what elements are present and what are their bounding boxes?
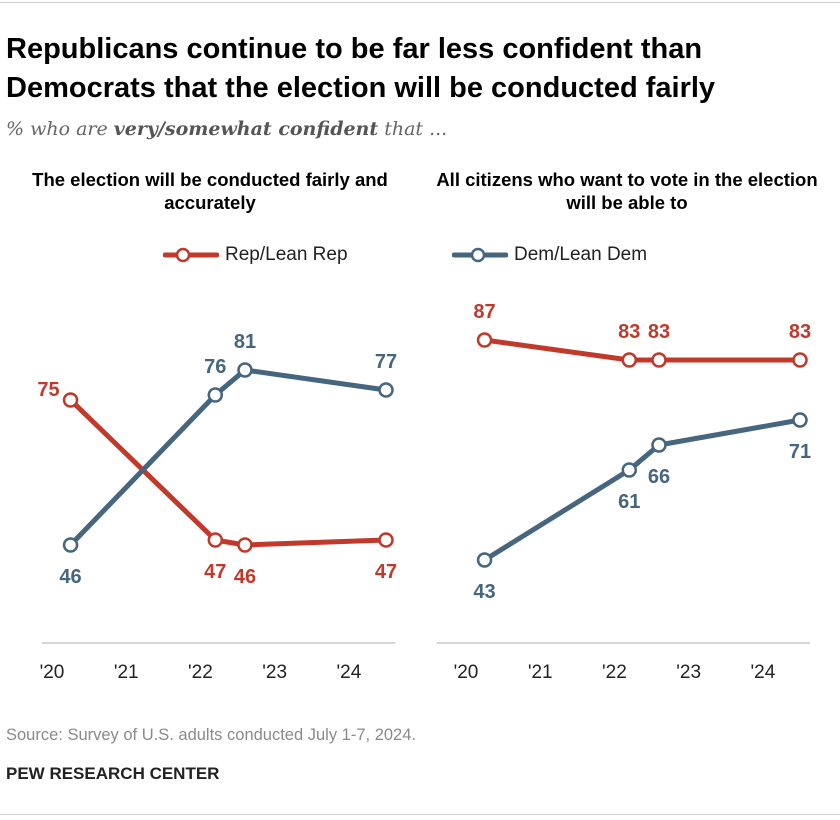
data-label-dem: 76 xyxy=(204,356,226,378)
series-line-dem xyxy=(482,417,803,563)
data-label-rep: 46 xyxy=(234,566,256,588)
x-tick-label: '23 xyxy=(676,662,701,683)
data-point-rep xyxy=(62,392,79,408)
data-label-rep: 87 xyxy=(473,301,495,323)
series-line-rep xyxy=(68,397,389,548)
data-label-rep: 83 xyxy=(648,321,670,343)
brand-label: PEW RESEARCH CENTER xyxy=(6,764,220,783)
x-tick-label: '24 xyxy=(337,662,362,683)
top-rule xyxy=(0,2,840,3)
x-tick-label: '20 xyxy=(454,662,479,683)
panel-title-able-to-vote: All citizens who want to vote in the ele… xyxy=(436,169,818,213)
x-tick-label: '24 xyxy=(751,662,776,683)
data-point-rep xyxy=(651,352,667,368)
x-tick-label: '23 xyxy=(262,662,287,683)
chart-panel-able-to-vote: '20 '21 '22 '23 '24 87 83 83 83 43 61 66 71 xyxy=(437,301,811,683)
data-label-rep: 75 xyxy=(37,379,59,401)
data-point-rep xyxy=(237,537,253,553)
data-label-dem: 46 xyxy=(59,566,81,588)
subtitle-emphasis: very/somewhat confident xyxy=(113,118,379,140)
legend-dem-marker-icon xyxy=(452,247,508,263)
series-line-dem xyxy=(68,367,389,548)
data-label-dem: 71 xyxy=(789,441,811,463)
data-point-rep xyxy=(378,532,394,548)
data-label-dem: 61 xyxy=(618,491,640,513)
data-point-dem xyxy=(476,552,493,568)
subtitle-prefix: % who are xyxy=(6,118,114,140)
legend-rep-label: Rep/Lean Rep xyxy=(225,244,348,265)
data-point-dem xyxy=(651,437,667,453)
chart-subtitle: % who are very/somewhat confident that .… xyxy=(6,118,447,140)
data-point-rep xyxy=(621,352,638,368)
legend-item-rep: Rep/Lean Rep xyxy=(163,243,348,267)
legend-rep-marker-icon xyxy=(163,247,219,263)
data-label-dem: 81 xyxy=(234,331,256,353)
data-point-dem xyxy=(621,462,638,478)
data-point-rep xyxy=(476,332,493,348)
data-label-dem: 77 xyxy=(375,351,397,373)
panel-title-fairly: The election will be conducted fairly an… xyxy=(32,169,388,213)
x-tick-label: '22 xyxy=(188,662,213,683)
data-point-dem xyxy=(62,537,79,553)
chart-title: Republicans continue to be far less conf… xyxy=(6,33,716,104)
x-tick-label: '21 xyxy=(114,662,139,683)
data-label-rep: 47 xyxy=(375,561,397,583)
data-label-dem: 66 xyxy=(648,466,670,488)
x-tick-label: '20 xyxy=(40,662,65,683)
data-point-dem xyxy=(792,412,808,428)
series-line-rep xyxy=(482,337,803,363)
data-point-dem xyxy=(207,387,224,403)
data-label-dem: 43 xyxy=(473,581,495,603)
data-point-dem xyxy=(237,362,253,378)
data-label-rep: 47 xyxy=(204,561,226,583)
subtitle-suffix: that ... xyxy=(378,118,448,140)
x-tick-label: '21 xyxy=(528,662,553,683)
data-point-rep xyxy=(207,532,224,548)
legend-item-dem: Dem/Lean Dem xyxy=(452,243,647,267)
data-label-rep: 83 xyxy=(618,321,640,343)
source-note: Source: Survey of U.S. adults conducted … xyxy=(6,726,416,744)
legend-dem-label: Dem/Lean Dem xyxy=(514,244,648,265)
chart-panel-fairly: '20 '21 '22 '23 '24 75 47 46 47 46 76 81 77 xyxy=(37,331,397,683)
data-point-dem xyxy=(378,382,394,398)
x-tick-label: '22 xyxy=(602,662,627,683)
data-point-rep xyxy=(792,352,808,368)
bottom-rule xyxy=(0,814,840,815)
data-label-rep: 83 xyxy=(789,321,811,343)
